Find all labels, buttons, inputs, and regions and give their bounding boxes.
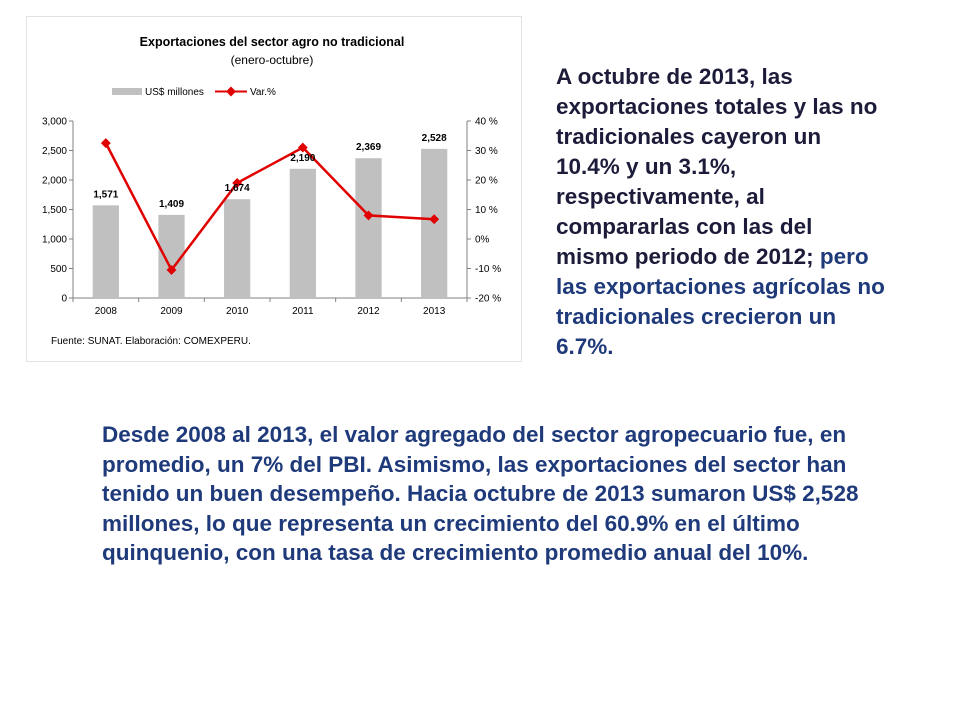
plot-area: 0 500 1,000 1,500 2,000 2,500 3,000 -20 % -10 % 0… bbox=[42, 117, 501, 318]
bar bbox=[289, 168, 316, 298]
y-left-tick-label: 2,500 bbox=[42, 146, 67, 157]
y-left-tick-label: 1,500 bbox=[42, 205, 67, 216]
var-point bbox=[429, 214, 440, 225]
chart-subtitle: (enero-octubre) bbox=[231, 53, 314, 67]
x-tick-label: 2009 bbox=[160, 306, 183, 317]
var-point bbox=[100, 138, 111, 149]
y-left-tick-label: 0 bbox=[61, 294, 67, 305]
bottom-paragraph: Desde 2008 al 2013, el valor agregado de… bbox=[102, 422, 859, 565]
chart-title: Exportaciones del sector agro no tradici… bbox=[140, 35, 405, 49]
combo-chart: Exportaciones del sector agro no tradici… bbox=[42, 35, 501, 347]
var-point bbox=[363, 210, 374, 221]
y-right-tick-label: 40 % bbox=[475, 117, 498, 128]
x-tick-label: 2010 bbox=[226, 306, 249, 317]
var-line bbox=[104, 142, 435, 272]
right-paragraph-main: A octubre de 2013, las exportaciones tot… bbox=[556, 64, 878, 269]
legend-label-bar: US$ millones bbox=[145, 87, 204, 98]
var-point bbox=[297, 142, 308, 153]
y-left-tick-label: 500 bbox=[50, 264, 67, 275]
bar bbox=[92, 205, 119, 298]
bar bbox=[355, 158, 382, 298]
x-tick-label: 2012 bbox=[357, 306, 380, 317]
right-paragraph: A octubre de 2013, las exportaciones tot… bbox=[556, 62, 886, 362]
var-point bbox=[232, 178, 243, 188]
chart-source: Fuente: SUNAT. Elaboración: COMEXPERU. bbox=[51, 336, 251, 347]
bar-data-label: 2,369 bbox=[356, 142, 381, 153]
x-tick-label: 2011 bbox=[292, 306, 314, 317]
y-left-tick-label: 1,000 bbox=[42, 235, 67, 246]
bar-data-label: 2,190 bbox=[290, 153, 315, 164]
y-right-tick-label: 30 % bbox=[475, 146, 498, 157]
bar-data-label: 2,528 bbox=[422, 133, 447, 144]
chart-panel: Exportaciones del sector agro no tradici… bbox=[26, 16, 522, 362]
bar-data-label: 1,674 bbox=[225, 183, 250, 194]
var-point bbox=[166, 265, 177, 275]
right-paragraph-accent: pero las exportaciones agrícolas no trad… bbox=[556, 244, 885, 359]
x-tick-label: 2013 bbox=[423, 306, 446, 317]
legend-marker-line bbox=[226, 86, 236, 97]
chart-legend: US$ millones Var.% bbox=[112, 86, 276, 98]
y-right-tick-label: -20 % bbox=[475, 294, 501, 305]
y-left-tick-label: 3,000 bbox=[42, 117, 67, 128]
y-right-tick-label: 10 % bbox=[475, 205, 498, 216]
bar-data-label: 1,409 bbox=[159, 199, 184, 210]
y-right-tick-label: 20 % bbox=[475, 176, 498, 187]
x-tick-label: 2008 bbox=[95, 306, 118, 317]
bar bbox=[224, 199, 251, 298]
y-right-tick-label: 0% bbox=[475, 235, 490, 246]
bar-data-label: 1,571 bbox=[93, 189, 118, 200]
y-right-tick-label: -10 % bbox=[475, 264, 501, 275]
legend-swatch-bar bbox=[112, 88, 142, 95]
legend-label-line: Var.% bbox=[250, 87, 276, 98]
y-left-tick-label: 2,000 bbox=[42, 176, 67, 187]
